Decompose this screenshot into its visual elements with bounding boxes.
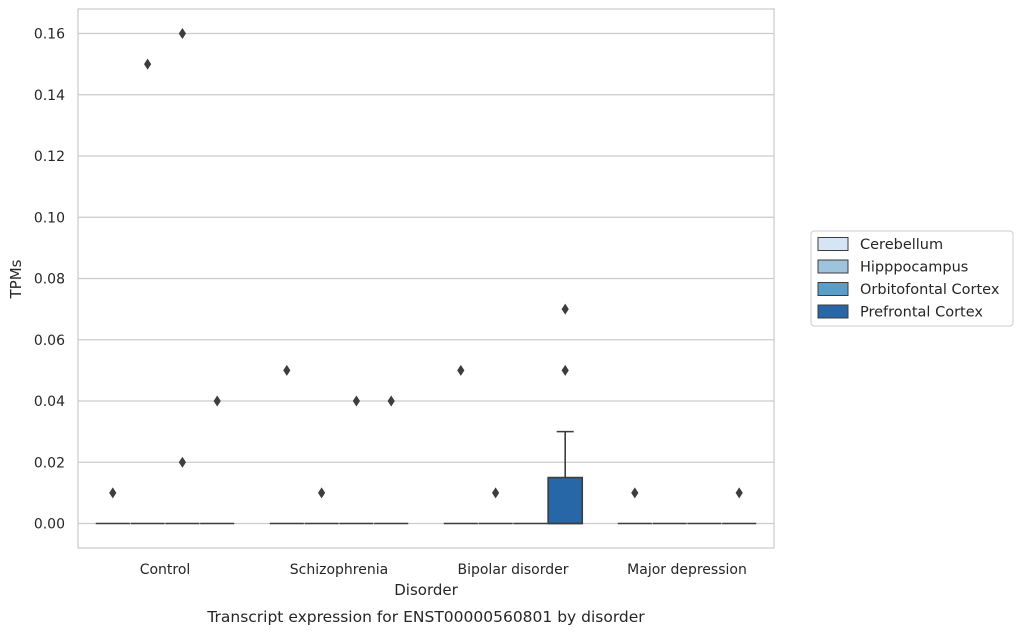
legend: Cerebellum Hipppocampus Orbitofontal Corte… xyxy=(810,230,1014,327)
legend-swatch-orbitofontal-cortex xyxy=(817,282,849,296)
box-hipppocampus-control xyxy=(130,58,165,525)
outlier-point xyxy=(387,395,395,407)
legend-swatch-cerebellum xyxy=(817,237,849,251)
legend-label-prefrontal-cortex: Prefrontal Cortex xyxy=(860,305,983,321)
box-orbitofontal-cortex-schizophrenia xyxy=(339,395,374,525)
box-hipppocampus-schizophrenia xyxy=(304,487,339,525)
y-tick-labels: 0.00 0.02 0.04 0.06 0.08 0.10 0.12 0.14 0.16 xyxy=(34,27,65,533)
x-tick-label: Control xyxy=(140,562,191,578)
box-prefrontal-cortex-schizophrenia xyxy=(374,395,409,525)
outlier-point xyxy=(178,456,186,468)
box-hipppocampus-bipolar-disorder xyxy=(478,487,513,525)
outlier-point xyxy=(318,487,326,499)
x-tick-label: Schizophrenia xyxy=(290,562,388,578)
outlier-point xyxy=(352,395,360,407)
outlier-point xyxy=(109,487,117,499)
box-orbitofontal-cortex-control xyxy=(165,28,200,525)
box-cerebellum-bipolar-disorder xyxy=(443,364,478,525)
legend-swatch-hipppocampus xyxy=(817,259,849,274)
outlier-point xyxy=(144,58,152,70)
box-groups xyxy=(95,28,757,525)
box-body xyxy=(547,476,584,525)
x-tick-labels: Control Schizophrenia Bipolar disorder Majo… xyxy=(140,562,747,578)
y-tick-label: 0.16 xyxy=(34,27,65,43)
x-axis-label: Disorder xyxy=(394,581,458,599)
outlier-point xyxy=(631,487,639,499)
outlier-point xyxy=(735,487,743,499)
outlier-point xyxy=(283,364,291,376)
legend-frame xyxy=(810,230,1014,327)
y-tick-label: 0.14 xyxy=(34,88,65,104)
outlier-point xyxy=(178,28,186,39)
y-axis-label: TPMs xyxy=(7,259,25,299)
legend-label-cerebellum: Cerebellum xyxy=(860,237,943,253)
y-tick-label: 0.00 xyxy=(34,517,65,533)
outlier-point xyxy=(492,487,500,499)
box-cerebellum-control xyxy=(95,487,130,525)
y-tick-label: 0.02 xyxy=(34,455,65,471)
legend-label-orbitofontal-cortex: Orbitofontal Cortex xyxy=(860,282,1000,298)
x-tick-label: Major depression xyxy=(627,562,747,578)
box-prefrontal-cortex-major-depression xyxy=(722,487,757,525)
legend-swatch-prefrontal-cortex xyxy=(817,304,849,319)
legend-label-hipppocampus: Hipppocampus xyxy=(860,260,968,276)
y-tick-label: 0.08 xyxy=(34,272,65,288)
y-tick-label: 0.10 xyxy=(34,210,65,226)
outlier-point xyxy=(561,303,569,315)
box-cerebellum-schizophrenia xyxy=(269,364,304,525)
outlier-point xyxy=(561,364,569,376)
x-tick-label: Bipolar disorder xyxy=(457,562,568,578)
y-tick-label: 0.04 xyxy=(34,394,65,410)
box-prefrontal-cortex-bipolar-disorder xyxy=(547,303,584,525)
y-tick-label: 0.12 xyxy=(34,149,65,165)
box-prefrontal-cortex-control xyxy=(200,395,235,525)
box-cerebellum-major-depression xyxy=(617,487,652,525)
outlier-point xyxy=(213,395,221,407)
plot-frame xyxy=(77,8,775,549)
outlier-point xyxy=(457,364,465,376)
chart-caption: Transcript expression for ENST0000056080… xyxy=(206,608,645,626)
y-tick-label: 0.06 xyxy=(34,333,65,349)
